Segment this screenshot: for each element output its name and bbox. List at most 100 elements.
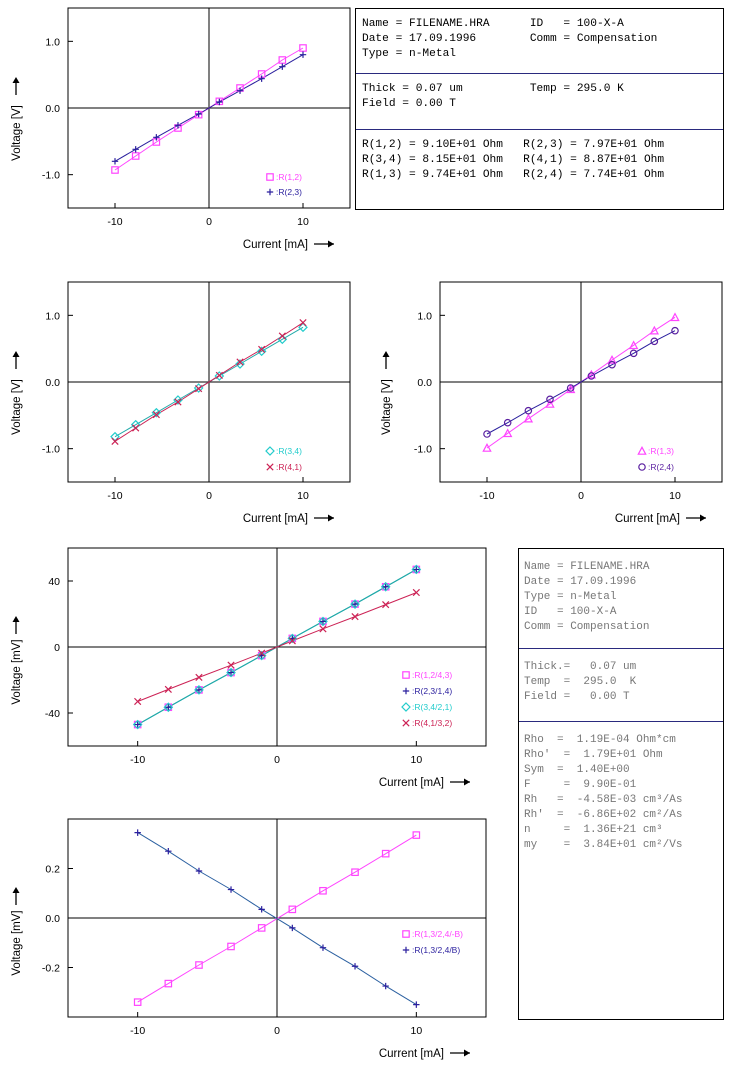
y-tick-label: -1.0 — [414, 444, 432, 456]
data-point — [628, 340, 639, 350]
legend-marker — [265, 446, 275, 456]
info-section: Rho = 1.19E-04 Ohm*cm Rho' = 1.79E+01 Ohm… — [519, 721, 723, 1019]
data-point — [134, 697, 142, 706]
data-point — [545, 399, 555, 408]
y-axis-label: Voltage [mV] — [11, 639, 23, 704]
y-tick-label: -0.2 — [42, 963, 60, 975]
data-point — [299, 44, 307, 52]
y-axis-arrowhead — [12, 616, 20, 622]
results-info-panel: Name = FILENAME.HRA Date = 17.09.1996 Type… — [518, 548, 724, 1020]
data-point — [258, 345, 266, 353]
data-point — [194, 685, 204, 695]
data-point — [165, 847, 172, 855]
info-line: Thick.= 0.07 um — [524, 661, 637, 673]
x-axis-arrowhead — [328, 514, 334, 522]
info-line: R(1,3) = 9.74E+01 Ohm R(2,4) = 7.74E+01 … — [362, 169, 665, 181]
x-tick-label: 10 — [669, 490, 681, 502]
data-point — [214, 371, 225, 381]
data-point — [586, 369, 597, 379]
legend-label: :R(1,3/2,4/B) — [412, 945, 460, 955]
data-point — [226, 667, 236, 678]
legend-label: :R(1,2/4,3) — [412, 670, 452, 680]
info-line: F = 9.90E-01 — [524, 779, 637, 791]
x-tick-label: -10 — [130, 754, 145, 766]
info-line: Field = 0.00 T — [362, 98, 456, 110]
legend-label: :R(3,4) — [276, 446, 302, 456]
data-point — [649, 325, 660, 335]
series-line — [137, 832, 417, 1006]
data-point — [152, 411, 160, 419]
data-point — [288, 637, 296, 645]
data-point — [650, 337, 659, 346]
data-point — [163, 702, 174, 713]
series-line — [114, 54, 304, 162]
data-point — [132, 719, 143, 730]
y-axis-label: Voltage [mV] — [11, 910, 23, 975]
data-point — [195, 867, 203, 875]
data-point — [195, 673, 203, 681]
data-point — [546, 395, 554, 404]
x-axis-arrowhead — [464, 778, 470, 786]
info-line: Rho = 1.19E-04 Ohm*cm — [524, 734, 676, 746]
data-point — [319, 625, 327, 633]
data-point — [279, 63, 286, 70]
legend-label: :R(4,1) — [276, 462, 302, 472]
info-line: Type = n-Metal — [362, 48, 456, 60]
data-point — [502, 428, 513, 438]
x-axis-label: Current [mA] — [379, 1048, 444, 1060]
data-point — [256, 346, 267, 357]
chart-hall-voltage: -10 0 10 0.2 0.0 -0.2 Current [mA] Voltage [mV]… — [11, 818, 487, 1060]
x-tick-label: 10 — [297, 490, 309, 502]
legend-label: :R(1,3/2,4/-B) — [412, 929, 463, 939]
legend-marker — [637, 446, 647, 455]
data-point — [236, 87, 244, 94]
data-point — [111, 166, 119, 174]
x-axis-arrowhead — [328, 240, 334, 248]
data-point — [227, 669, 235, 676]
chart-r12-r23: -10 0 10 1.0 0.0 -1.0 Current [mA] Voltage [V]:… — [11, 7, 351, 251]
legend-marker — [402, 946, 410, 954]
x-tick-label: -10 — [479, 490, 494, 502]
data-point — [174, 122, 182, 129]
y-axis-label: Voltage [V] — [11, 379, 23, 435]
info-line: Rho' = 1.79E+01 Ohm — [524, 749, 663, 761]
data-point — [134, 829, 141, 836]
info-section: R(1,2) = 9.10E+01 Ohm R(2,3) = 7.97E+01 … — [356, 129, 723, 209]
data-point — [299, 319, 307, 327]
data-point — [629, 349, 638, 358]
x-axis-label: Current [mA] — [243, 513, 308, 525]
x-tick-label: 0 — [274, 754, 280, 766]
x-tick-label: -10 — [107, 216, 122, 228]
info-line: Comm = Compensation — [524, 621, 650, 633]
info-line: Name = FILENAME.HRA — [524, 561, 650, 573]
data-point — [132, 146, 139, 153]
x-axis-label: Current [mA] — [243, 239, 308, 251]
y-tick-label: 40 — [48, 576, 60, 588]
y-axis-arrowhead — [382, 351, 390, 357]
measurement-info-panel: Name = FILENAME.HRA ID = 100-X-A Date = 1… — [355, 8, 724, 210]
data-point — [587, 372, 596, 380]
data-point — [351, 600, 359, 608]
info-line: my = 3.84E+01 cm²/Vs — [524, 839, 683, 851]
legend-marker — [402, 719, 410, 727]
x-tick-label: 0 — [274, 1025, 280, 1037]
data-point — [411, 564, 422, 575]
x-tick-label: 0 — [578, 490, 584, 502]
legend-marker — [402, 687, 410, 695]
data-point — [278, 332, 286, 340]
x-axis-label: Current [mA] — [379, 777, 444, 789]
legend-marker — [401, 702, 411, 712]
data-point — [319, 886, 327, 895]
data-point — [164, 685, 172, 694]
info-line: Name = FILENAME.HRA ID = 100-X-A — [362, 18, 624, 30]
data-point — [566, 384, 575, 392]
y-axis-arrowhead — [12, 351, 20, 357]
y-tick-label: 1.0 — [417, 310, 432, 322]
y-tick-label: 0.0 — [45, 913, 60, 925]
data-point — [351, 868, 359, 877]
data-point — [351, 963, 359, 970]
data-point — [111, 158, 119, 165]
info-section: Thick.= 0.07 um Temp = 295.0 K Field = 0.0… — [519, 648, 723, 721]
data-point — [131, 152, 140, 160]
info-line: Rh = -4.58E-03 cm³/As — [524, 794, 683, 806]
